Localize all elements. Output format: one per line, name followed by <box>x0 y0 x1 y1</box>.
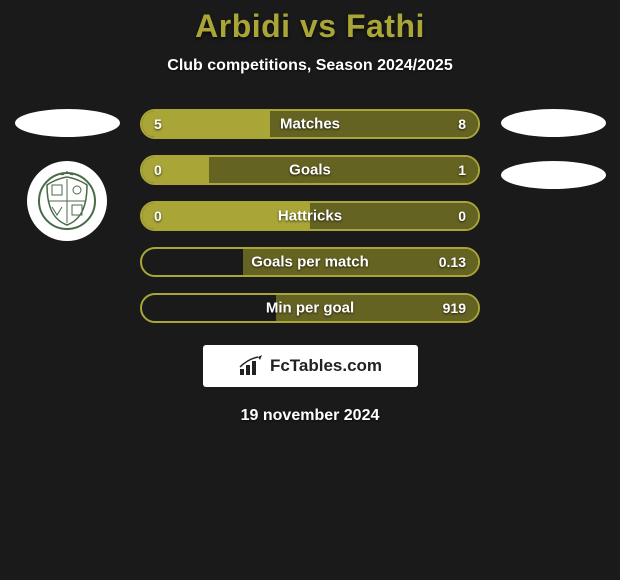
stat-label: Goals per match <box>142 254 478 271</box>
shield-crest-icon <box>37 171 97 231</box>
stat-label: Matches <box>142 116 478 133</box>
stat-bar: Goals per match0.13 <box>140 247 480 277</box>
comparison-widget: Arbidi vs Fathi Club competitions, Seaso… <box>0 0 620 425</box>
stat-bar: Min per goal919 <box>140 293 480 323</box>
stat-label: Hattricks <box>142 208 478 225</box>
stat-value-right: 1 <box>458 162 466 178</box>
player-right-placeholder-1 <box>501 109 606 137</box>
left-player-column <box>12 109 122 241</box>
club-logo-left <box>27 161 107 241</box>
player-left-placeholder <box>15 109 120 137</box>
stat-label: Min per goal <box>142 300 478 317</box>
branding-text: FcTables.com <box>270 356 382 376</box>
stat-bar: 0Goals1 <box>140 155 480 185</box>
stat-value-right: 919 <box>443 300 466 316</box>
stat-bar: 5Matches8 <box>140 109 480 139</box>
branding-badge[interactable]: FcTables.com <box>203 345 418 387</box>
stat-label: Goals <box>142 162 478 179</box>
bar-chart-icon <box>238 355 264 377</box>
stat-value-right: 0 <box>458 208 466 224</box>
content-row: 5Matches80Goals10Hattricks0Goals per mat… <box>0 109 620 323</box>
stats-bars: 5Matches80Goals10Hattricks0Goals per mat… <box>140 109 480 323</box>
stat-bar: 0Hattricks0 <box>140 201 480 231</box>
stat-value-right: 0.13 <box>439 254 466 270</box>
player-right-placeholder-2 <box>501 161 606 189</box>
subtitle: Club competitions, Season 2024/2025 <box>0 57 620 75</box>
page-title: Arbidi vs Fathi <box>0 8 620 45</box>
date-line: 19 november 2024 <box>0 407 620 425</box>
right-player-column <box>498 109 608 189</box>
stat-value-right: 8 <box>458 116 466 132</box>
